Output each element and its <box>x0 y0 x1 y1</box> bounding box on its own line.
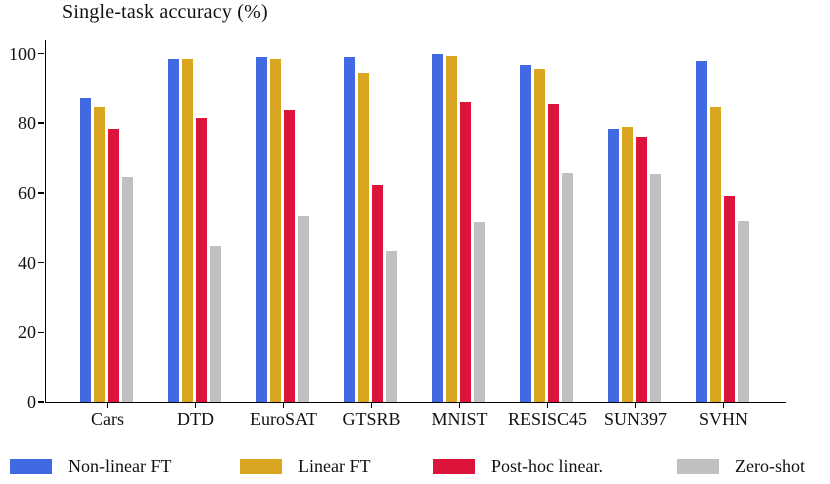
legend-label: Linear FT <box>298 455 371 476</box>
bar <box>607 129 619 402</box>
bar <box>121 176 133 402</box>
legend-item: Zero-shot <box>677 453 805 479</box>
bar <box>695 60 707 402</box>
bar <box>431 54 443 402</box>
y-tick-mark <box>38 261 44 264</box>
x-tick-label: SVHN <box>698 409 748 429</box>
bar <box>385 251 397 402</box>
y-axis: 0 20 40 60 80 100 <box>9 40 786 412</box>
x-tick-mark <box>722 402 725 408</box>
bar <box>343 57 355 402</box>
bar <box>283 110 295 402</box>
x-tick-mark <box>194 402 197 408</box>
bar <box>297 216 309 402</box>
legend-swatch <box>240 458 282 474</box>
x-tick-mark <box>282 402 285 408</box>
y-tick-label: 60 <box>18 182 36 203</box>
y-tick-mark <box>38 52 44 55</box>
y-tick-label: 0 <box>27 392 36 412</box>
bar <box>357 72 369 402</box>
plot-area: 0 20 40 60 80 100 Cars DTD EuroSAT GTSRB MNIST RES… <box>9 40 786 429</box>
x-axis: Cars DTD EuroSAT GTSRB MNIST RESISC45 SUN397 SV… <box>46 40 786 429</box>
x-tick-label: Cars <box>91 409 124 429</box>
legend-item: Post-hoc linear. <box>433 453 603 479</box>
x-tick-mark <box>546 402 549 408</box>
legend-swatch <box>10 458 52 474</box>
x-tick-label: DTD <box>177 409 214 429</box>
bar <box>621 127 633 402</box>
x-tick-label: SUN397 <box>603 409 667 429</box>
x-tick-label: GTSRB <box>342 409 401 429</box>
bar <box>209 245 221 402</box>
bar <box>79 98 91 402</box>
bar <box>547 103 559 402</box>
legend-swatch <box>433 458 475 474</box>
legend-label: Non-linear FT <box>68 455 172 476</box>
bar <box>445 56 457 402</box>
legend-item: Non-linear FT <box>10 453 171 479</box>
y-tick-mark <box>38 331 44 334</box>
bar <box>519 65 531 402</box>
y-tick-label: 100 <box>9 43 36 64</box>
y-tick-label: 40 <box>18 252 36 273</box>
x-tick-label: EuroSAT <box>250 409 317 429</box>
bar <box>459 101 471 402</box>
bar <box>649 173 661 402</box>
bar <box>195 117 207 402</box>
legend-item: Linear FT <box>240 453 370 479</box>
bar <box>107 129 119 402</box>
chart-title: Single-task accuracy (%) <box>62 1 268 23</box>
bar <box>533 69 545 402</box>
x-tick-mark <box>370 402 373 408</box>
bar <box>737 221 749 402</box>
y-tick-label: 80 <box>18 113 36 134</box>
y-tick-mark <box>38 192 44 194</box>
x-tick-mark <box>106 402 109 408</box>
bar <box>255 56 267 402</box>
legend: Non-linear FT Linear FT Post-hoc linear. Ze… <box>0 453 830 481</box>
bar <box>371 185 383 402</box>
bar <box>561 173 573 402</box>
bar <box>93 107 105 402</box>
bar <box>709 106 721 402</box>
x-tick-label: RESISC45 <box>507 409 588 429</box>
bar <box>635 137 647 402</box>
legend-swatch <box>677 458 719 474</box>
legend-label: Post-hoc linear. <box>491 455 603 476</box>
y-tick-mark <box>38 401 44 403</box>
bar <box>473 222 485 402</box>
x-tick-mark <box>458 402 461 408</box>
y-tick-mark <box>38 122 44 124</box>
bar <box>167 59 179 402</box>
x-tick-label: MNIST <box>431 409 488 429</box>
legend-label: Zero-shot <box>735 455 805 476</box>
x-tick-mark <box>634 402 637 408</box>
bar <box>269 58 281 402</box>
y-tick-label: 20 <box>18 322 36 343</box>
bar <box>181 58 193 402</box>
bars-layer <box>46 40 786 402</box>
bar <box>723 196 735 402</box>
